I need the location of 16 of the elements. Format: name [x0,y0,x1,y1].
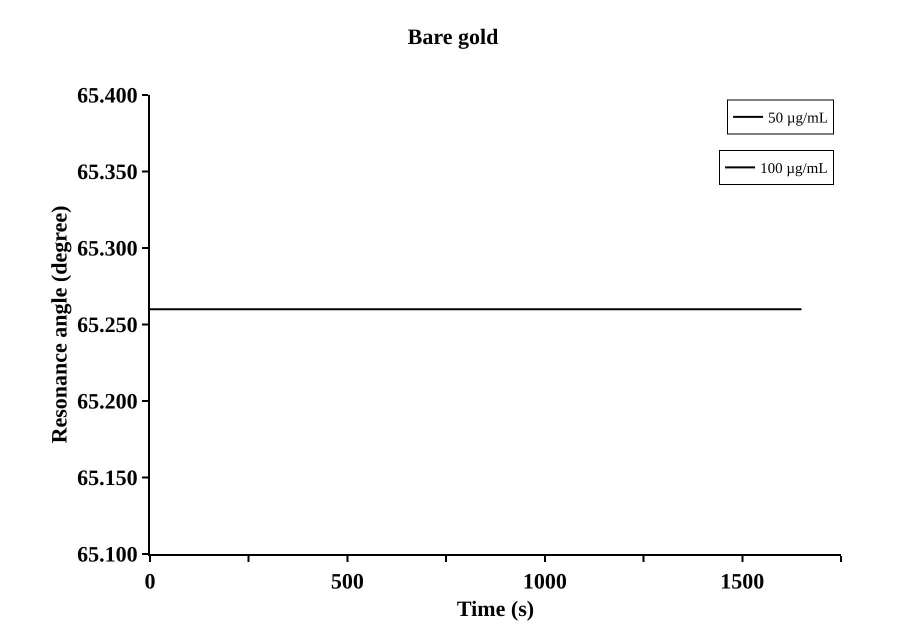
y-axis-title: Resonance angle (degree) [46,206,72,444]
x-tick-label: 1500 [720,568,764,594]
x-axis-title: Time (s) [456,596,534,621]
x-tick-label: 500 [330,568,364,594]
y-tick-label: 65.150 [77,465,138,490]
y-tick-label: 65.250 [77,312,138,338]
legend-label: 50 µg/mL [768,110,828,127]
y-tick-label: 65.200 [77,388,138,414]
y-tick-label: 65.100 [77,542,138,567]
y-tick-label: 65.300 [77,236,138,261]
y-tick-label: 65.350 [77,159,138,184]
x-tick-label: 1000 [522,568,567,594]
x-tick-label: 0 [144,568,156,594]
y-tick-label: 65.400 [77,82,138,108]
chart-title: Bare gold [408,24,498,50]
legend-label: 100 µg/mL [760,161,828,178]
